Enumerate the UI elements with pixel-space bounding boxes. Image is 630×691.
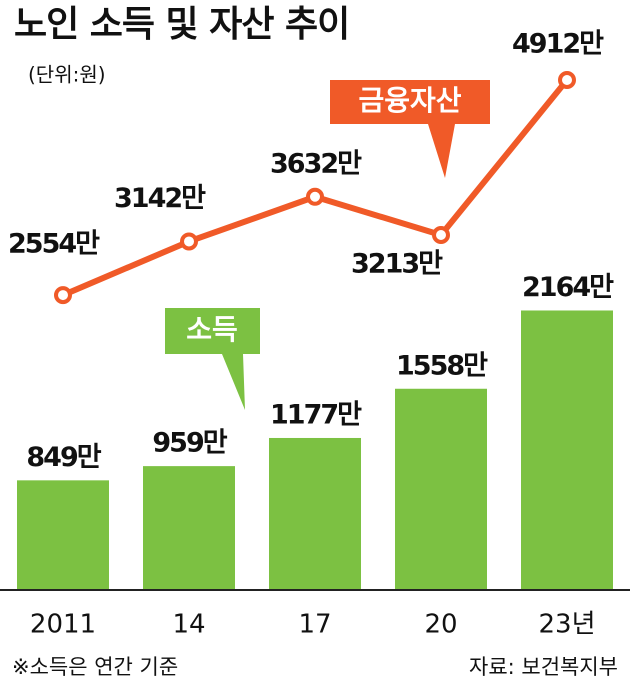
point bbox=[558, 71, 576, 90]
point bbox=[432, 225, 450, 244]
legend-callout bbox=[330, 80, 490, 178]
legend-callout bbox=[165, 308, 260, 410]
point bbox=[180, 232, 198, 251]
legend-label: 금융자산 bbox=[358, 84, 461, 117]
chart-title: 노인 소득 및 자산 추이 bbox=[14, 4, 349, 45]
x-tick-label: 20 bbox=[424, 610, 457, 640]
bar bbox=[395, 388, 487, 590]
subtitle: (단위:원) bbox=[28, 63, 106, 87]
data-label: 1177만 bbox=[270, 399, 362, 430]
source: 자료: 보건복지부 bbox=[469, 655, 618, 679]
x-tick-label: 23년 bbox=[538, 610, 595, 640]
data-label: 2554만 bbox=[8, 229, 100, 260]
x-tick-label: 2011 bbox=[30, 610, 96, 640]
data-label: 2164만 bbox=[522, 272, 614, 303]
data-label: 3632만 bbox=[270, 148, 362, 179]
x-tick-label: 17 bbox=[298, 610, 331, 640]
bar bbox=[143, 466, 235, 590]
footnote: ※소득은 연간 기준 bbox=[12, 655, 178, 679]
bar bbox=[521, 310, 613, 590]
point bbox=[54, 286, 72, 305]
data-label: 1558만 bbox=[396, 350, 488, 381]
data-label: 3142만 bbox=[114, 183, 206, 214]
x-tick-label: 14 bbox=[172, 610, 205, 640]
bar bbox=[17, 480, 109, 590]
data-label: 849만 bbox=[26, 442, 101, 473]
data-label: 3213만 bbox=[351, 248, 443, 279]
data-label: 959만 bbox=[152, 428, 227, 459]
legend-label: 소득 bbox=[186, 313, 238, 346]
point bbox=[306, 187, 324, 206]
bar bbox=[269, 437, 361, 590]
data-label: 4912만 bbox=[512, 29, 604, 60]
